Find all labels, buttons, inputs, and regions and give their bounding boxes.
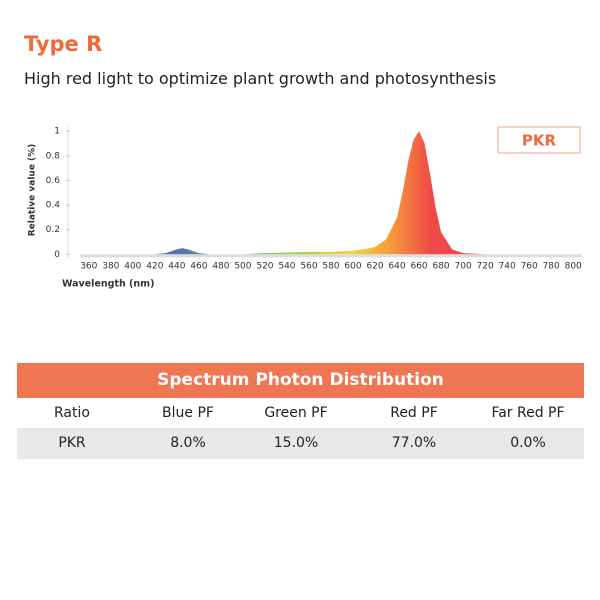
table-cell: Ratio xyxy=(54,405,90,421)
table-cell: Red PF xyxy=(390,405,438,421)
x-tick-label: 580 xyxy=(322,262,339,272)
y-tick-label: 0 xyxy=(54,250,60,260)
table-cell: 77.0% xyxy=(391,435,437,451)
legend-box xyxy=(497,126,581,154)
x-axis-label: Wavelength (nm) xyxy=(62,279,154,290)
y-tick-label: 0.4 xyxy=(46,201,61,211)
table-row: PKR 8.0% 15.0% 77.0% 0.0% xyxy=(17,428,584,459)
table-cell: Blue PF xyxy=(162,405,214,421)
x-tick-label: 460 xyxy=(190,262,207,272)
table-cell: 0.0% xyxy=(510,435,546,451)
x-tick-label: 700 xyxy=(455,262,472,272)
y-tick-label: 0.2 xyxy=(46,225,60,235)
x-tick-label: 540 xyxy=(278,262,295,272)
legend-label: PKR xyxy=(522,132,557,150)
table-cell: Green PF xyxy=(264,405,328,421)
x-tick-label: 780 xyxy=(543,262,560,272)
x-tick-label: 620 xyxy=(366,262,383,272)
title: Type R xyxy=(24,32,103,56)
x-tick-label: 680 xyxy=(432,262,449,272)
x-tick-label: 560 xyxy=(300,262,317,272)
y-axis-label: Relative value (%) xyxy=(28,144,38,237)
x-tick-label: 520 xyxy=(256,262,273,272)
table-cell: 15.0% xyxy=(273,435,319,451)
x-axis xyxy=(80,254,582,258)
table-cell: Far Red PF xyxy=(491,405,565,421)
table-header: Ratio Blue PF Green PF Red PF Far Red PF xyxy=(17,398,584,429)
x-tick-label: 380 xyxy=(102,262,119,272)
x-tick-label: 640 xyxy=(388,262,405,272)
x-tick-label: 420 xyxy=(146,262,163,272)
x-tick-label: 720 xyxy=(477,262,494,272)
x-tick-label: 360 xyxy=(80,262,97,272)
y-tick-label: 1 xyxy=(54,127,60,137)
table-title: Spectrum Photon Distribution xyxy=(17,363,584,398)
x-tick-label: 400 xyxy=(124,262,141,272)
subtitle: High red light to optimize plant growth … xyxy=(24,69,497,88)
table-cell: 8.0% xyxy=(170,435,206,451)
x-tick-label: 740 xyxy=(499,262,516,272)
table-cell: PKR xyxy=(58,435,86,451)
x-tick-label: 480 xyxy=(212,262,229,272)
chart: Relative value (%) Wavelength (nm) 0 0.2 0… xyxy=(28,125,582,290)
y-tick-label: 0.8 xyxy=(46,151,61,161)
x-tick-label: 660 xyxy=(410,262,427,272)
x-tick-label: 440 xyxy=(168,262,185,272)
x-tick-label: 800 xyxy=(565,262,582,272)
y-tick-label: 0.6 xyxy=(46,176,61,186)
x-tick-label: 760 xyxy=(521,262,538,272)
x-tick-label: 500 xyxy=(234,262,251,272)
x-tick-label: 600 xyxy=(344,262,361,272)
